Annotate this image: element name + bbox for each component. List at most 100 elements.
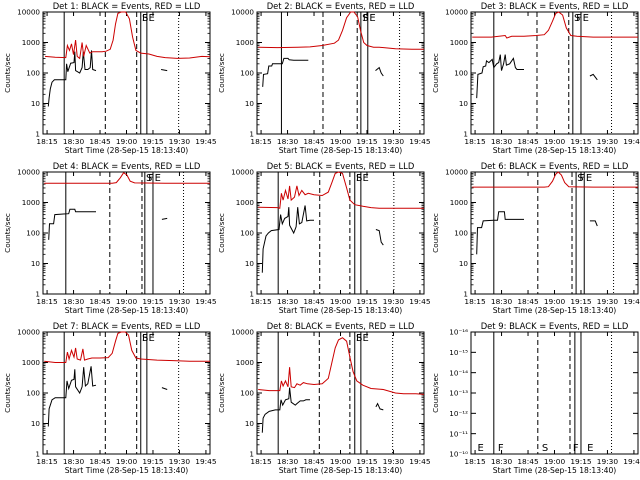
x-tick-label: 18:30: [63, 457, 85, 466]
event-label: F: [356, 333, 362, 344]
y-tick-label: 1000: [450, 198, 469, 207]
detector-panel: Det 1: BLACK = Events, RED = LLD Counts/s…: [3, 1, 217, 155]
events-series-line: [161, 69, 168, 72]
x-axis-label: Start Time (28-Sep-15 18:13:40): [279, 146, 403, 155]
x-tick-label: 19:00: [116, 297, 138, 306]
x-tick-label: 18:15: [464, 457, 486, 466]
event-label: S: [356, 173, 362, 184]
y-axis-label: Counts/sec: [431, 373, 440, 413]
x-tick-label: 19:15: [356, 457, 378, 466]
x-tick-label: 19:15: [142, 457, 164, 466]
x-tick-label: 18:45: [89, 297, 111, 306]
y-tick-label: 10: [245, 99, 255, 108]
event-label: E: [369, 13, 375, 24]
events-series-line: [589, 73, 598, 81]
y-tick-label: 1: [249, 450, 254, 459]
x-tick-label: 19:00: [330, 457, 352, 466]
y-tick-label: 1000: [236, 358, 255, 367]
panel-title: Det 5: BLACK = Events, RED = LLD: [267, 161, 415, 171]
x-tick-label: 18:15: [464, 297, 486, 306]
lld-series-line: [44, 331, 210, 363]
y-tick-label: 10: [459, 99, 469, 108]
y-tick-label: 10000: [231, 328, 254, 337]
y-tick-label: 10⁻¹⁰: [449, 450, 468, 459]
event-label: S: [574, 13, 580, 24]
y-tick-label: 100: [454, 229, 468, 238]
lld-series-line: [258, 171, 424, 209]
x-tick-label: 19:00: [330, 297, 352, 306]
x-axis-label: Start Time (28-Sep-15 18:13:40): [493, 146, 617, 155]
x-tick-label: 19:15: [570, 137, 592, 146]
x-tick-label: 19:30: [597, 297, 619, 306]
y-tick-label: 1: [249, 290, 254, 299]
x-tick-label: 19:00: [116, 457, 138, 466]
events-series-line: [262, 57, 309, 87]
x-tick-label: 19:30: [597, 457, 619, 466]
events-series-line: [261, 387, 310, 433]
x-tick-label: 18:30: [277, 457, 299, 466]
event-label: E: [586, 173, 592, 184]
panel-title: Det 9: BLACK = Events, RED = LLD: [481, 321, 629, 331]
x-tick-label: 18:45: [517, 297, 539, 306]
x-tick-label: 19:45: [623, 297, 640, 306]
x-tick-label: 19:15: [356, 137, 378, 146]
x-tick-label: 18:30: [277, 137, 299, 146]
y-tick-label: 100: [26, 69, 40, 78]
lld-series-line: [44, 11, 211, 60]
x-tick-label: 19:30: [383, 457, 405, 466]
y-tick-label: 10000: [231, 8, 254, 17]
x-tick-label: 18:45: [303, 457, 325, 466]
detector-panel: Det 9: BLACK = Events, RED = LLD Counts/s…: [431, 321, 640, 475]
y-axis-label: Counts/sec: [217, 373, 226, 413]
event-label: F: [148, 173, 154, 184]
y-tick-label: 1: [463, 130, 468, 139]
y-tick-label: 100: [240, 389, 254, 398]
x-tick-label: 18:45: [89, 137, 111, 146]
y-tick-label: 1000: [22, 198, 41, 207]
y-axis-label: Counts/sec: [3, 53, 12, 93]
x-tick-label: 18:15: [36, 297, 58, 306]
x-axis-label: Start Time (28-Sep-15 18:13:40): [493, 306, 617, 315]
event-label: S: [142, 333, 148, 344]
x-tick-label: 19:15: [142, 297, 164, 306]
x-tick-label: 19:30: [169, 137, 191, 146]
x-axis-label: Start Time (28-Sep-15 18:13:40): [65, 306, 189, 315]
x-tick-label: 18:15: [250, 137, 272, 146]
event-label: F: [363, 13, 369, 24]
y-tick-label: 10: [31, 259, 41, 268]
plot-frame: [42, 331, 211, 455]
y-tick-label: 1: [463, 290, 468, 299]
events-series-line: [47, 50, 97, 107]
events-series-line: [476, 211, 524, 255]
y-axis-label: Counts/sec: [217, 213, 226, 253]
x-tick-label: 18:30: [63, 137, 85, 146]
x-axis-label: Start Time (28-Sep-15 18:13:40): [65, 466, 189, 475]
y-tick-label: 1000: [236, 38, 255, 47]
x-tick-label: 19:30: [383, 137, 405, 146]
panel-title: Det 8: BLACK = Events, RED = LLD: [267, 321, 415, 331]
panel-title: Det 6: BLACK = Events, RED = LLD: [481, 161, 629, 171]
y-tick-label: 100: [240, 69, 254, 78]
y-tick-label: 1000: [236, 198, 255, 207]
x-tick-label: 18:45: [89, 457, 111, 466]
x-tick-label: 18:30: [63, 297, 85, 306]
events-series-line: [161, 387, 168, 390]
panel-title: Det 1: BLACK = Events, RED = LLD: [53, 1, 201, 11]
y-tick-label: 10000: [17, 168, 40, 177]
x-tick-label: 19:45: [623, 137, 640, 146]
events-series-line: [161, 217, 168, 220]
event-label: E: [148, 13, 154, 24]
detector-panel: Det 8: BLACK = Events, RED = LLD Counts/s…: [217, 321, 431, 475]
event-label: S: [577, 173, 583, 184]
x-tick-label: 19:45: [195, 297, 217, 306]
x-tick-label: 19:15: [142, 137, 164, 146]
x-tick-label: 18:15: [464, 137, 486, 146]
events-series-line: [47, 366, 97, 427]
detector-panel: Det 6: BLACK = Events, RED = LLD Counts/s…: [431, 161, 640, 315]
event-label: F: [142, 333, 148, 344]
y-tick-label: 10000: [17, 8, 40, 17]
y-tick-label: 1: [35, 130, 40, 139]
plot-frame: [256, 171, 425, 295]
detector-panel: Det 2: BLACK = Events, RED = LLD Counts/s…: [217, 1, 431, 155]
